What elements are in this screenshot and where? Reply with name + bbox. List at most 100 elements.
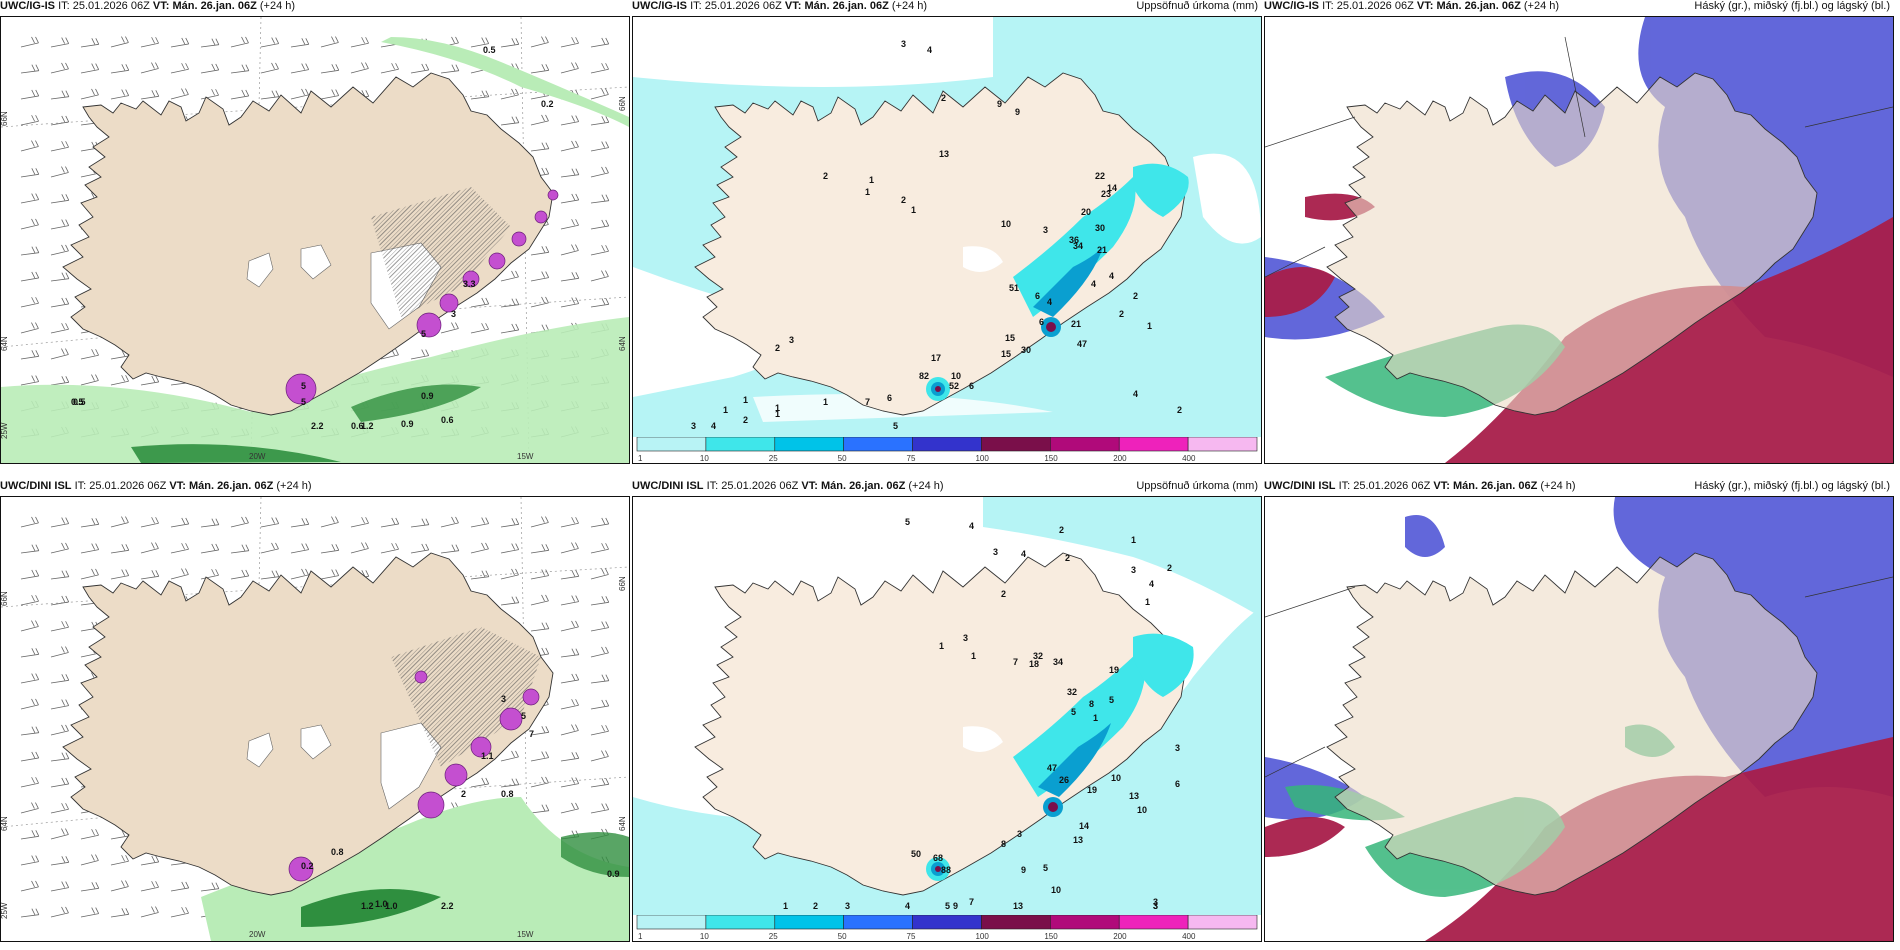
colorbar-swatch xyxy=(1050,915,1120,930)
wind-barb xyxy=(50,141,69,152)
value-label: 2 xyxy=(743,415,748,425)
wind-barb xyxy=(290,568,309,580)
wind-barb xyxy=(590,725,609,736)
value-label: 3 xyxy=(993,547,998,557)
value-label: 9 xyxy=(953,901,958,911)
wind-barb xyxy=(200,882,220,892)
wind-barb xyxy=(380,517,400,528)
value-label: 0.6 xyxy=(441,415,454,425)
wind-barb xyxy=(590,803,610,814)
value-label: 7 xyxy=(865,397,870,407)
value-label: 2 xyxy=(1177,405,1182,415)
lat-label: 64N xyxy=(1,336,9,351)
value-label: 19 xyxy=(1109,665,1119,675)
colorbar-swatch xyxy=(981,915,1051,930)
colorbar-swatch xyxy=(636,915,707,930)
wind-barb xyxy=(560,517,579,528)
wind-barb xyxy=(20,777,39,788)
panel-title: UWC/IG-IS IT: 25.01.2026 06Z VT: Mán. 26… xyxy=(0,0,296,12)
wind-barb xyxy=(590,37,610,48)
value-label: 1.2 xyxy=(361,901,374,911)
value-label: 1 xyxy=(775,409,780,419)
wind-barb xyxy=(80,829,99,840)
wind-barb xyxy=(560,115,580,126)
wind-barb xyxy=(50,376,70,386)
wind-barb xyxy=(590,88,609,100)
colorbar-swatch xyxy=(843,915,913,930)
value-label: 3.3 xyxy=(463,279,476,289)
wind-barb xyxy=(560,542,579,554)
value-label: 4 xyxy=(927,45,932,55)
wind-barb xyxy=(590,750,609,762)
colorbar-swatch xyxy=(705,437,776,452)
wind-barb xyxy=(290,88,309,100)
map-panel-bot-left: 0.2 0.8 1.2 1.0 1.0 2.2 0.9 0.8 2 1.1 7 5 3 66N 64N … xyxy=(0,496,630,942)
wind-barb xyxy=(560,297,580,308)
wind-barb xyxy=(560,62,579,74)
precip-colorbar: 1 10 25 50 75 100 150 200 400 xyxy=(636,915,1258,941)
wind-barb xyxy=(500,596,520,606)
wind-barb xyxy=(530,271,550,282)
wind-barb xyxy=(20,193,40,204)
value-label: 30 xyxy=(1021,345,1031,355)
wind-barb xyxy=(110,569,130,580)
lat-label: 25W xyxy=(1,422,9,439)
value-label: 1 xyxy=(1093,713,1098,723)
header-top-left: UWC/IG-IS IT: 25.01.2026 06Z VT: Mán. 26… xyxy=(0,0,630,36)
wind-barb xyxy=(20,726,40,736)
colorbar-tick: 25 xyxy=(769,454,778,463)
wind-barb xyxy=(20,855,40,866)
wind-barb xyxy=(590,646,609,658)
value-label: 1 xyxy=(783,901,788,911)
value-label: 68 xyxy=(933,853,943,863)
wind-barb xyxy=(50,542,69,554)
wind-barb xyxy=(530,569,550,580)
header-top-mid: UWC/IG-IS IT: 25.01.2026 06Z VT: Mán. 26… xyxy=(632,0,1262,36)
wind-barb xyxy=(170,517,190,528)
value-label: 3 xyxy=(901,39,906,49)
value-label: 5 xyxy=(945,901,950,911)
wind-barb xyxy=(500,750,519,762)
wind-barb xyxy=(590,194,610,204)
wind-barb xyxy=(20,544,40,554)
value-label: 9 xyxy=(1021,865,1026,875)
value-label: 6 xyxy=(1035,291,1040,301)
wind-barb xyxy=(530,296,549,308)
wind-barb xyxy=(50,595,70,606)
colorbar-tick: 150 xyxy=(1044,932,1058,941)
wind-barb xyxy=(140,570,160,580)
value-label: 6 xyxy=(1039,317,1044,327)
value-label: 6 xyxy=(1175,779,1180,789)
wind-barb xyxy=(20,168,40,178)
value-label: 21 xyxy=(1071,319,1081,329)
precip-colorbar: 1 10 25 50 75 100 150 200 400 xyxy=(636,437,1258,463)
wind-barb xyxy=(320,544,340,554)
field-title: Uppsöfnuð úrkoma (mm) xyxy=(1136,480,1258,492)
wind-barb xyxy=(110,855,129,866)
value-label: 4 xyxy=(1109,271,1114,281)
wind-barb xyxy=(530,751,550,762)
lat-label: 64N xyxy=(618,816,627,831)
wind-barb xyxy=(590,699,610,710)
value-label: 23 xyxy=(1101,189,1111,199)
snow-purple xyxy=(285,189,559,405)
snow-purple xyxy=(288,670,540,882)
value-label: 82 xyxy=(919,371,929,381)
header-top-right: UWC/IG-IS IT: 25.01.2026 06Z VT: Mán. 26… xyxy=(1264,0,1894,36)
wind-barb xyxy=(230,64,250,74)
wind-barb xyxy=(20,569,40,580)
colorbar-tick: 200 xyxy=(1113,454,1127,463)
colorbar-tick: 100 xyxy=(975,454,989,463)
wind-barb xyxy=(440,516,459,528)
value-label: 14 xyxy=(1107,183,1117,193)
value-label: 3 xyxy=(789,335,794,345)
wind-barb xyxy=(20,140,39,152)
wind-barb xyxy=(260,37,280,48)
wind-barb xyxy=(80,568,99,580)
value-label: 3 xyxy=(1175,743,1180,753)
wind-barb xyxy=(410,543,430,554)
wind-barb xyxy=(290,543,310,554)
